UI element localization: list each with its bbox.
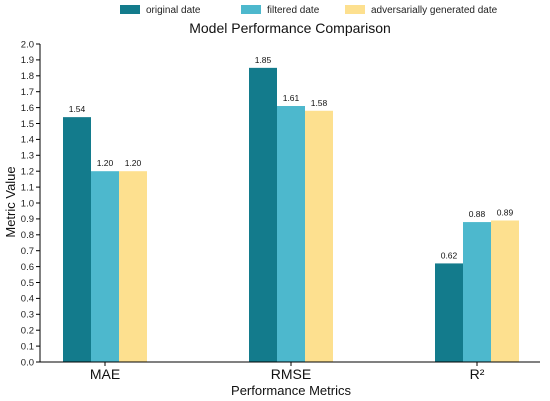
bar [491,220,519,362]
data-label: 1.61 [283,93,300,103]
y-tick-label: 1.3 [21,151,34,162]
legend-item: original date [120,5,201,16]
y-tick-label: 1.4 [21,135,34,146]
y-tick-label: 0.7 [21,246,34,257]
data-label: 1.54 [69,104,86,114]
y-tick-label: 0.4 [21,294,34,305]
y-tick-label: 1.9 [21,55,34,66]
y-tick-label: 0.1 [21,341,34,352]
data-label: 0.62 [441,250,458,260]
y-tick-label: 0.5 [21,278,34,289]
data-label: 1.20 [97,158,114,168]
chart-title: Model Performance Comparison [189,20,391,36]
y-tick-label: 1.8 [21,71,34,82]
bar [249,67,277,362]
x-tick-label: MAE [90,366,120,382]
legend-swatch [241,5,261,14]
data-label: 0.89 [497,207,514,217]
y-axis-title: Metric Value [3,166,18,237]
y-tick-label: 1.7 [21,87,34,98]
bar [91,171,119,362]
y-axis: 0.0 0.1 0.2 0.3 0.4 0.5 0.6 0.7 0.8 0.9 1.0 1.1 1.2 1… [21,39,41,368]
bar [435,263,463,362]
x-tick-label: RMSE [271,366,311,382]
y-tick-label: 0.6 [21,262,34,273]
legend-item: filtered date [241,5,320,16]
legend-label: original date [146,5,201,16]
x-axis-title: Performance Metrics [231,383,351,398]
x-tick-label: R² [470,366,485,382]
y-tick-label: 1.5 [21,119,34,130]
legend-swatch [345,5,365,14]
legend: original date filtered date adversarially … [120,5,498,16]
bars [63,67,519,362]
bar [119,171,147,362]
y-tick-label: 0.9 [21,214,34,225]
legend-label: filtered date [267,5,320,16]
x-axis: MAE RMSE R² [40,361,540,382]
bar [63,117,91,362]
data-label: 1.85 [255,55,272,65]
y-tick-label: 0.3 [21,310,34,321]
data-label: 1.20 [125,158,142,168]
legend-item: adversarially generated date [345,5,498,16]
data-label: 0.88 [469,209,486,219]
y-tick-label: 0.0 [21,357,34,368]
bar [463,222,491,362]
y-tick-label: 1.1 [21,182,34,193]
bar [305,110,333,362]
y-tick-label: 2.0 [21,39,34,50]
bar [277,106,305,362]
y-tick-label: 0.8 [21,230,34,241]
y-tick-label: 1.2 [21,167,34,178]
y-tick-label: 0.2 [21,326,34,337]
y-tick-label: 1.6 [21,103,34,114]
legend-label: adversarially generated date [371,5,498,16]
legend-swatch [120,5,140,14]
data-labels: 1.54 1.20 1.20 1.85 1.61 1.58 0.62 0.88 0.89 [69,55,514,261]
data-label: 1.58 [311,98,328,108]
y-tick-label: 1.0 [21,198,34,209]
